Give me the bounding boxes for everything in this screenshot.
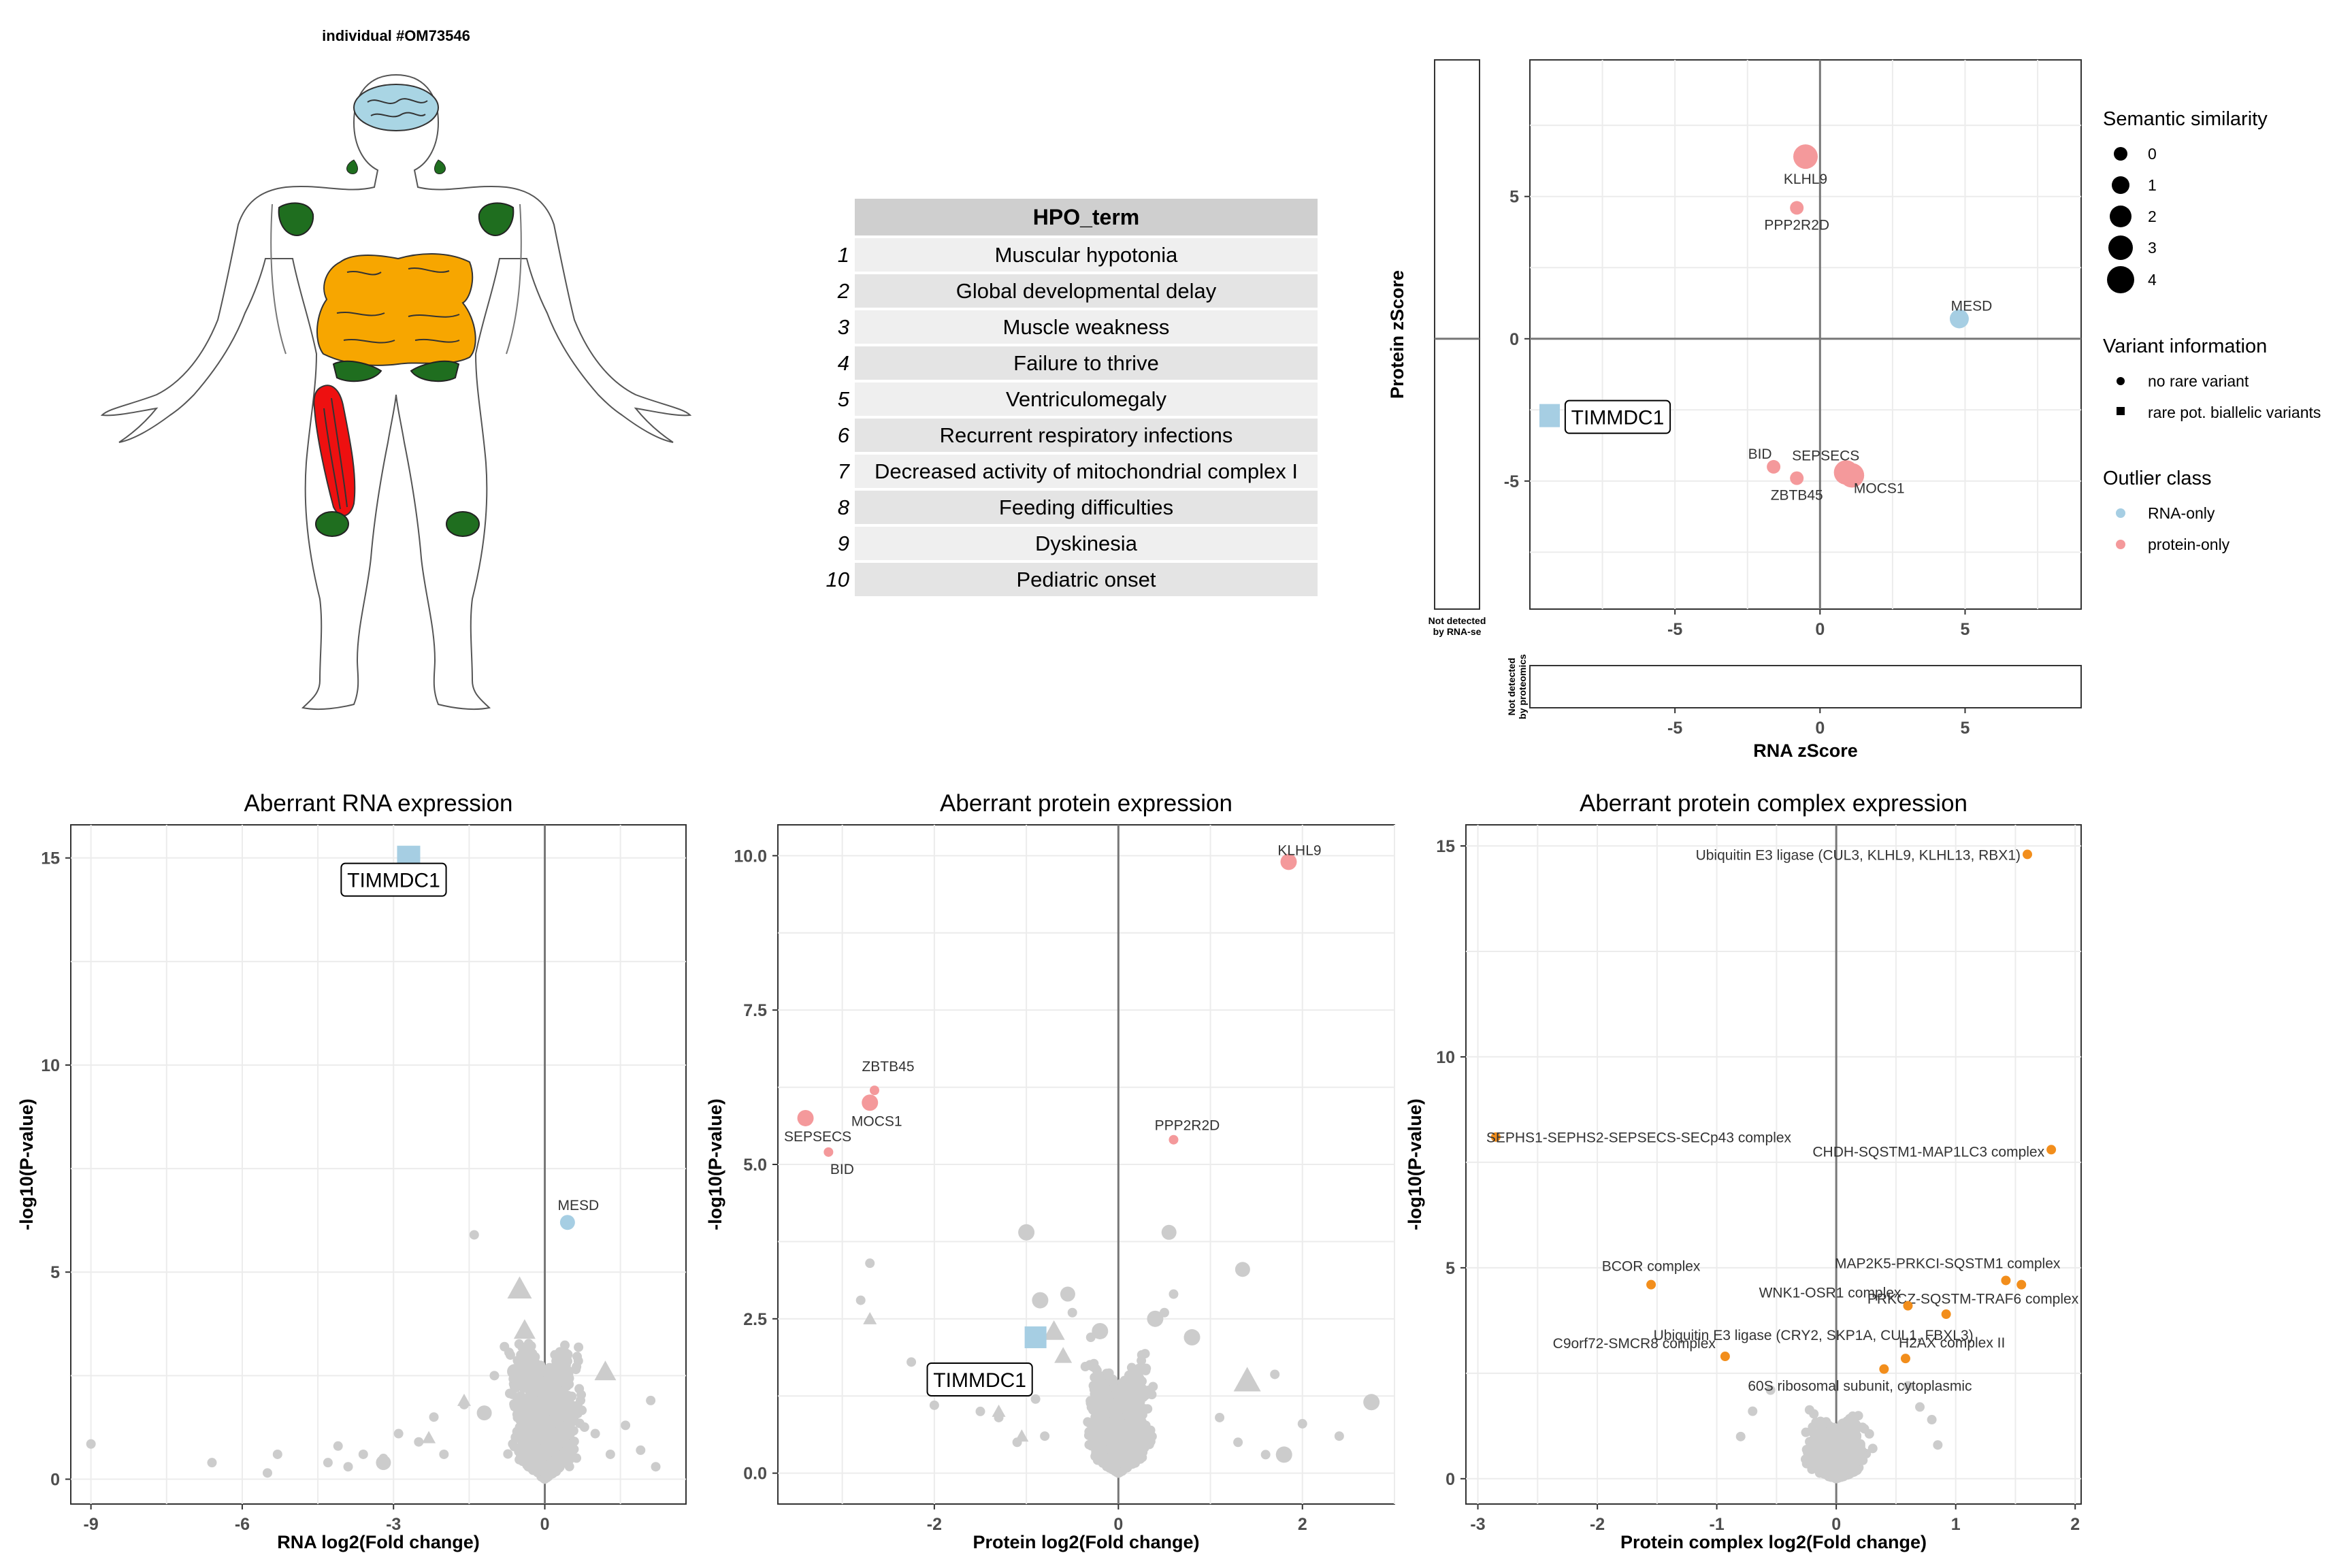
table-row: 9 Dyskinesia bbox=[815, 527, 1318, 560]
hpo-term-cell: Global developmental delay bbox=[855, 274, 1318, 308]
hpo-term-cell: Muscular hypotonia bbox=[855, 238, 1318, 272]
hpo-term-cell: Recurrent respiratory infections bbox=[855, 419, 1318, 452]
hpo-term-table: HPO_term 1 Muscular hypotonia 2 Global dev… bbox=[815, 196, 1318, 599]
table-row: 5 Ventriculomegaly bbox=[815, 382, 1318, 416]
row-index: 9 bbox=[837, 531, 849, 555]
hpo-term-cell: Pediatric onset bbox=[855, 563, 1318, 596]
hip-muscles bbox=[332, 360, 460, 382]
human-body-icon bbox=[100, 74, 692, 710]
row-index: 10 bbox=[826, 567, 849, 591]
body-panel-title: individual #OM73546 bbox=[322, 27, 470, 44]
table-row: 1 Muscular hypotonia bbox=[815, 238, 1318, 272]
hpo-table-header-row: HPO_term bbox=[815, 199, 1318, 235]
row-index: 2 bbox=[837, 278, 849, 303]
row-index: 4 bbox=[837, 350, 849, 375]
row-index: 1 bbox=[837, 242, 849, 267]
table-row: 4 Failure to thrive bbox=[815, 346, 1318, 380]
calf-muscles bbox=[315, 511, 480, 537]
shoulder-muscles bbox=[278, 202, 514, 236]
table-row: 3 Muscle weakness bbox=[815, 310, 1318, 344]
table-row: 2 Global developmental delay bbox=[815, 274, 1318, 308]
hpo-term-cell: Failure to thrive bbox=[855, 346, 1318, 380]
brain-organ bbox=[353, 84, 439, 131]
thigh-muscle bbox=[313, 385, 356, 517]
table-row: 6 Recurrent respiratory infections bbox=[815, 419, 1318, 452]
row-index: 5 bbox=[837, 387, 849, 411]
hpo-term-cell: Ventriculomegaly bbox=[855, 382, 1318, 416]
row-index: 8 bbox=[837, 495, 849, 519]
thyroid-organ bbox=[346, 159, 446, 175]
hpo-term-cell: Feeding difficulties bbox=[855, 491, 1318, 524]
table-row: 8 Feeding difficulties bbox=[815, 491, 1318, 524]
table-row: 7 Decreased activity of mitochondrial com… bbox=[815, 455, 1318, 488]
row-index: 7 bbox=[837, 459, 849, 483]
hpo-term-cell: Muscle weakness bbox=[855, 310, 1318, 344]
row-index: 3 bbox=[837, 314, 849, 339]
hpo-term-cell: Dyskinesia bbox=[855, 527, 1318, 560]
hpo-table-header: HPO_term bbox=[855, 199, 1318, 235]
hpo-term-cell: Decreased activity of mitochondrial comp… bbox=[855, 455, 1318, 488]
digestive-organs bbox=[316, 253, 476, 366]
table-row: 10 Pediatric onset bbox=[815, 563, 1318, 596]
row-index: 6 bbox=[837, 423, 849, 447]
